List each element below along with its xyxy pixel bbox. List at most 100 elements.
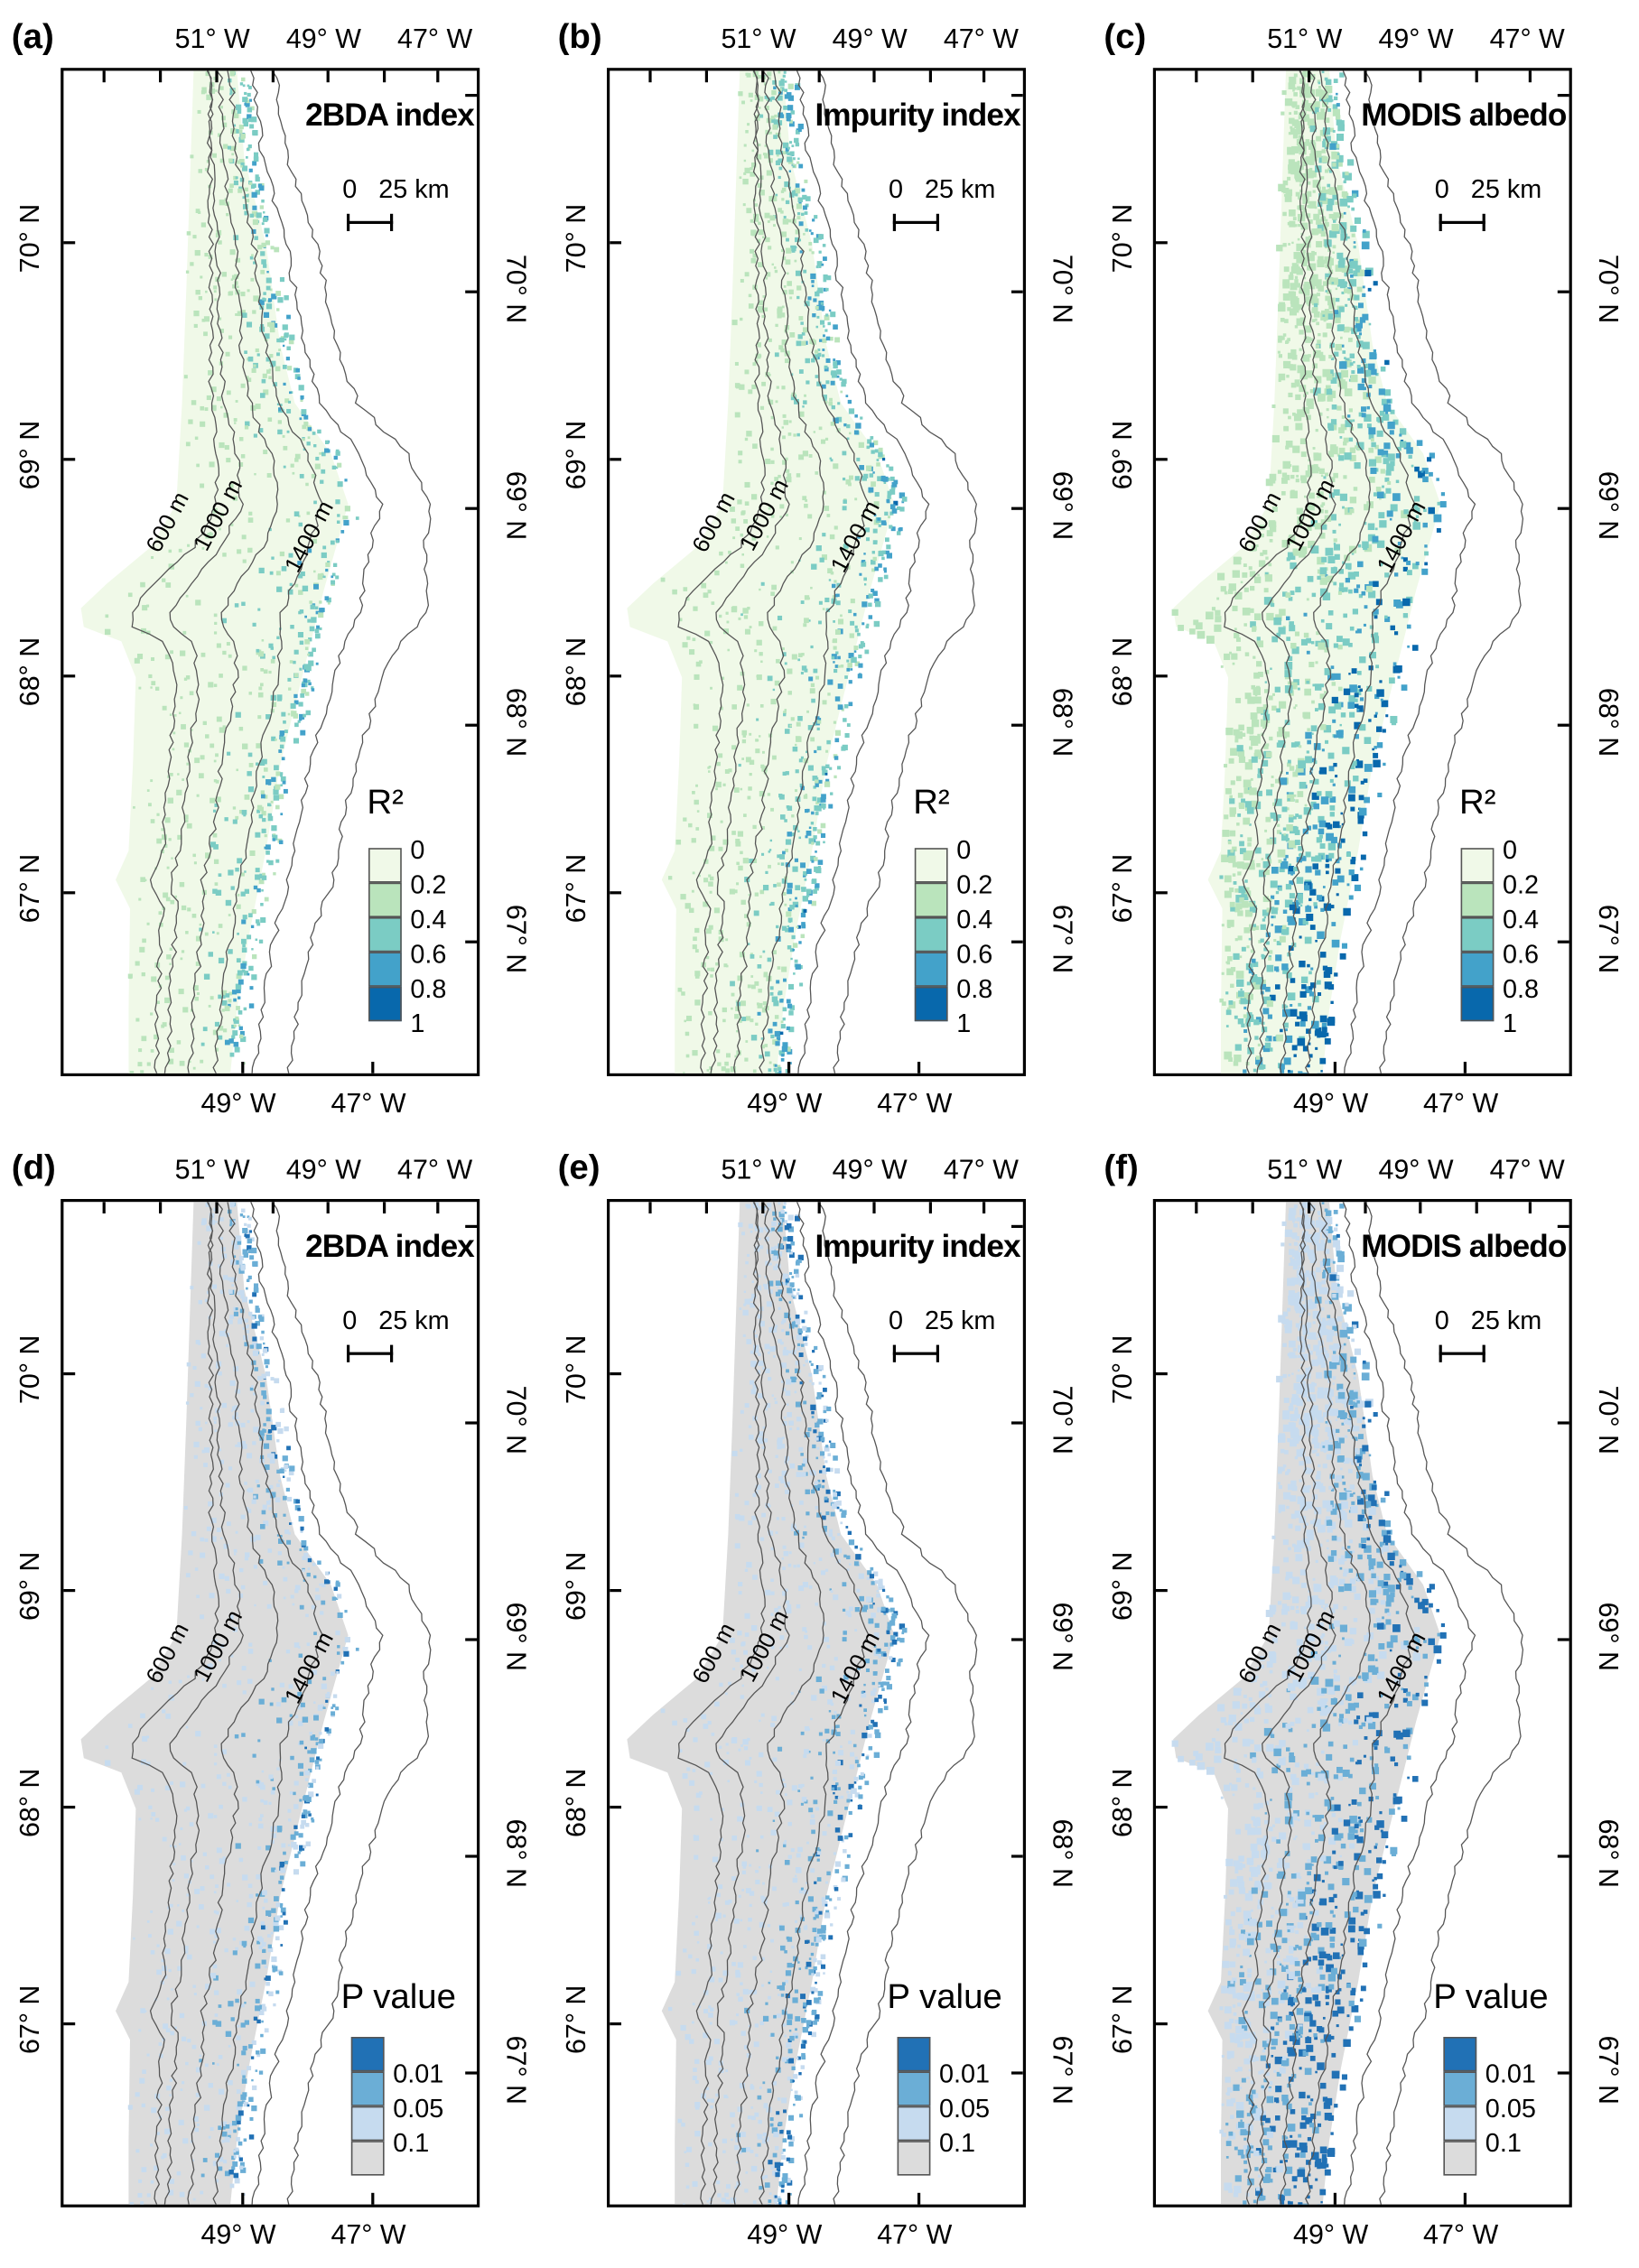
legend-swatch	[1461, 952, 1495, 986]
pixel	[293, 661, 296, 665]
pixel	[1338, 120, 1345, 126]
pixel	[763, 1001, 767, 1005]
pixel	[801, 213, 804, 216]
pixel	[1232, 1074, 1235, 1076]
pixel	[268, 1802, 271, 1805]
pixel	[251, 1315, 255, 1319]
pixel	[147, 1062, 151, 1065]
legend-swatch	[368, 952, 402, 986]
pixel	[1297, 268, 1303, 274]
pixel	[827, 568, 833, 573]
pixel	[739, 764, 741, 767]
pixel	[689, 649, 694, 655]
scale-bar-zero: 0	[342, 175, 357, 206]
pixel	[1325, 222, 1329, 227]
pixel	[1374, 492, 1377, 496]
pixel	[245, 889, 249, 894]
pixel	[251, 185, 255, 189]
pixel	[685, 903, 691, 908]
pixel	[303, 664, 309, 669]
pixel	[815, 784, 819, 787]
pixel	[242, 810, 247, 815]
pixel	[1318, 86, 1321, 88]
pixel	[267, 322, 272, 327]
legend-swatch	[1461, 848, 1495, 882]
pixel	[1348, 567, 1352, 571]
pixel	[182, 2037, 186, 2041]
pixel	[822, 349, 824, 351]
pixel	[278, 420, 282, 423]
scale-bar	[347, 221, 393, 224]
pixel	[1233, 862, 1238, 868]
pixel	[1316, 241, 1322, 247]
pixel	[248, 2044, 253, 2049]
pixel	[1265, 817, 1271, 823]
pixel	[854, 497, 857, 500]
pixel	[802, 665, 806, 670]
pixel	[835, 696, 840, 701]
pixel	[1321, 557, 1327, 562]
pixel	[146, 605, 149, 608]
pixel	[155, 687, 159, 691]
pixel	[1224, 654, 1230, 660]
pixel	[275, 771, 280, 776]
pixel	[832, 372, 837, 377]
pixel	[1383, 404, 1391, 412]
pixel	[1243, 927, 1250, 934]
pixel	[259, 814, 263, 818]
pixel	[226, 1589, 230, 1594]
pixel	[150, 1910, 153, 1913]
pixel	[244, 350, 247, 354]
legend-label: 0	[956, 836, 971, 867]
pixel	[811, 841, 814, 844]
pixel	[265, 1910, 271, 1916]
pixel	[303, 714, 306, 718]
pixel	[792, 949, 795, 952]
pixel	[1341, 839, 1346, 843]
pixel	[728, 551, 731, 554]
pixel	[1334, 674, 1340, 680]
pixel	[289, 391, 292, 394]
tick-mark	[436, 70, 439, 82]
pixel	[697, 810, 700, 813]
pixel	[795, 897, 797, 900]
pixel	[1359, 332, 1362, 335]
pixel	[356, 516, 359, 520]
pixel	[268, 376, 272, 379]
pixel	[1350, 627, 1355, 631]
pixel	[830, 311, 835, 317]
pixel	[261, 259, 266, 265]
pixel	[190, 1822, 194, 1826]
pixel	[1299, 349, 1302, 351]
legend-title: R²	[1459, 783, 1496, 823]
pixel	[235, 313, 237, 316]
pixel	[169, 838, 172, 841]
pixel	[244, 122, 248, 126]
pixel	[165, 2106, 170, 2111]
pixel	[276, 1767, 279, 1770]
pixel	[1310, 968, 1313, 971]
pixel	[878, 553, 880, 556]
pixel	[1279, 860, 1282, 863]
pixel	[237, 933, 239, 935]
pixel	[231, 278, 233, 280]
pixel	[1349, 684, 1357, 692]
pixel	[300, 1771, 303, 1775]
pixel	[732, 536, 735, 539]
pixel	[219, 442, 224, 448]
pixel	[324, 448, 329, 452]
pixel	[262, 1353, 265, 1356]
pixel	[848, 400, 852, 404]
pixel	[1264, 588, 1269, 592]
pixel	[801, 913, 806, 917]
pixel	[311, 605, 315, 609]
pixel	[1334, 79, 1338, 83]
pixel	[1320, 112, 1326, 117]
left-lat-label: 70° N	[16, 1335, 48, 1404]
pixel	[1389, 677, 1395, 683]
pixel	[268, 644, 273, 648]
pixel	[228, 159, 233, 163]
pixel	[683, 1072, 684, 1074]
pixel	[794, 138, 798, 143]
pixel	[265, 234, 268, 237]
